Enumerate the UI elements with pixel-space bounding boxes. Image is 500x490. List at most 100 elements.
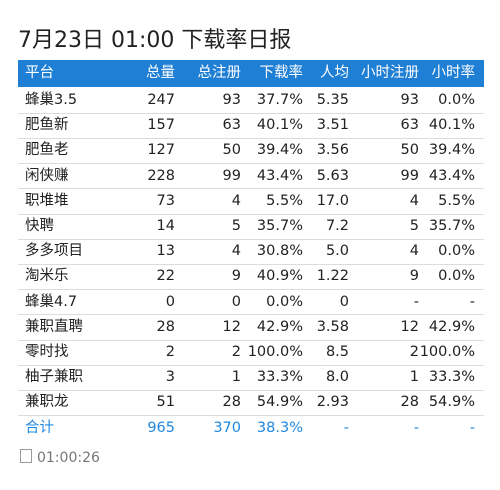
column-header: 下载率: [259, 65, 304, 81]
table-cell: 51: [156, 394, 175, 411]
table-cell: 5: [409, 218, 419, 234]
column-header: 小时注册: [361, 65, 419, 81]
table-cell: 28: [400, 394, 419, 411]
table-cell: 127: [147, 142, 175, 159]
table-cell: 0: [339, 293, 349, 310]
table-cell: 50: [400, 142, 419, 159]
table-cell: 7.2: [325, 218, 349, 234]
platform-name: 闲侠赚: [25, 167, 69, 184]
table-cell: 157: [147, 117, 175, 134]
table-cell: 12: [222, 318, 241, 335]
table-cell: 4: [231, 192, 241, 209]
table-cell: 40.1%: [256, 117, 303, 134]
table-cell: 28: [156, 318, 175, 335]
table-cell: 3.58: [316, 318, 349, 335]
row-divider: [18, 112, 484, 114]
table-cell: -: [469, 293, 475, 310]
platform-name: 快聘: [25, 218, 54, 234]
platform-name: 职堆堆: [25, 192, 69, 209]
table-cell: 4: [231, 243, 241, 260]
row-divider: [18, 415, 484, 417]
table-cell: 100.0%: [247, 344, 303, 360]
table-cell: 43.4%: [428, 167, 475, 184]
platform-name: 蜂巢3.5: [25, 92, 78, 108]
table-cell: 5.63: [316, 167, 349, 184]
platform-name: 蜂巢4.7: [25, 293, 78, 310]
table-cell: 5.35: [316, 92, 349, 108]
table-cell: 42.9%: [256, 318, 303, 335]
table-cell: 5.0: [325, 243, 349, 260]
table-cell: 1.22: [316, 268, 349, 285]
table-cell: 43.4%: [256, 167, 303, 184]
table-cell: 8.0: [325, 369, 349, 386]
header-band: [18, 60, 484, 87]
table-cell: 42.9%: [428, 318, 475, 335]
table-cell: 30.8%: [256, 243, 303, 260]
table-cell: 1: [231, 369, 241, 386]
table-cell: 5: [231, 218, 241, 234]
table-cell: 3.56: [316, 142, 349, 159]
table-cell: 50: [222, 142, 241, 159]
table-cell: 2.93: [316, 394, 349, 411]
table-cell: 39.4%: [428, 142, 475, 159]
row-divider: [18, 364, 484, 366]
table-cell: 1: [409, 369, 419, 386]
table-cell: 73: [156, 192, 175, 209]
table-cell: 63: [400, 117, 419, 134]
table-cell: 4: [409, 243, 419, 260]
table-cell: 93: [222, 92, 241, 108]
platform-name: 兼职直聘: [25, 318, 83, 335]
footer-time: 01:00:26: [37, 450, 100, 466]
table-cell: 2: [231, 344, 241, 360]
table-cell: 0.0%: [266, 293, 303, 310]
table-cell: 33.3%: [256, 369, 303, 386]
table-cell: 22: [156, 268, 175, 285]
table-cell: 0.0%: [438, 268, 475, 285]
table-cell: 14: [156, 218, 175, 234]
row-divider: [18, 137, 484, 139]
total-cell: 370: [213, 419, 241, 436]
table-cell: 4: [409, 192, 419, 209]
table-cell: 13: [156, 243, 175, 260]
total-cell: -: [343, 419, 349, 436]
table-cell: 93: [400, 92, 419, 108]
table-cell: 28: [222, 394, 241, 411]
total-cell: 38.3%: [256, 419, 303, 436]
table-cell: -: [413, 293, 419, 310]
table-cell: 0.0%: [438, 243, 475, 260]
table-cell: 100.0%: [419, 344, 475, 360]
row-divider: [18, 238, 484, 240]
table-cell: 63: [222, 117, 241, 134]
platform-name: 肥鱼新: [25, 117, 69, 134]
table-cell: 54.9%: [428, 394, 475, 411]
table-cell: 0.0%: [438, 92, 475, 108]
row-divider: [18, 339, 484, 341]
column-header: 总注册: [197, 65, 242, 81]
row-divider: [18, 213, 484, 215]
table-cell: 8.5: [325, 344, 349, 360]
platform-name: 多多项目: [25, 243, 83, 260]
table-cell: 247: [147, 92, 175, 108]
table-cell: 12: [400, 318, 419, 335]
total-cell: 合计: [25, 419, 54, 436]
table-cell: 0: [231, 293, 241, 310]
total-cell: 965: [147, 419, 175, 436]
table-cell: 37.7%: [256, 92, 303, 108]
table-cell: 9: [409, 268, 419, 285]
table-cell: 5.5%: [438, 192, 475, 209]
table-cell: 5.5%: [266, 192, 303, 209]
report-title: 7月23日 01:00 下载率日报: [18, 28, 292, 53]
footer: 01:00:26: [20, 449, 100, 466]
table-cell: 2: [165, 344, 175, 360]
platform-name: 淘米乐: [25, 268, 69, 285]
platform-name: 肥鱼老: [25, 142, 69, 159]
table-cell: 35.7%: [256, 218, 303, 234]
platform-name: 柚子兼职: [25, 369, 83, 386]
total-cell: -: [469, 419, 475, 436]
table-cell: 99: [222, 167, 241, 184]
table-cell: 40.1%: [428, 117, 475, 134]
column-header: 小时率: [431, 65, 476, 81]
row-divider: [18, 289, 484, 291]
platform-name: 兼职龙: [25, 394, 69, 411]
